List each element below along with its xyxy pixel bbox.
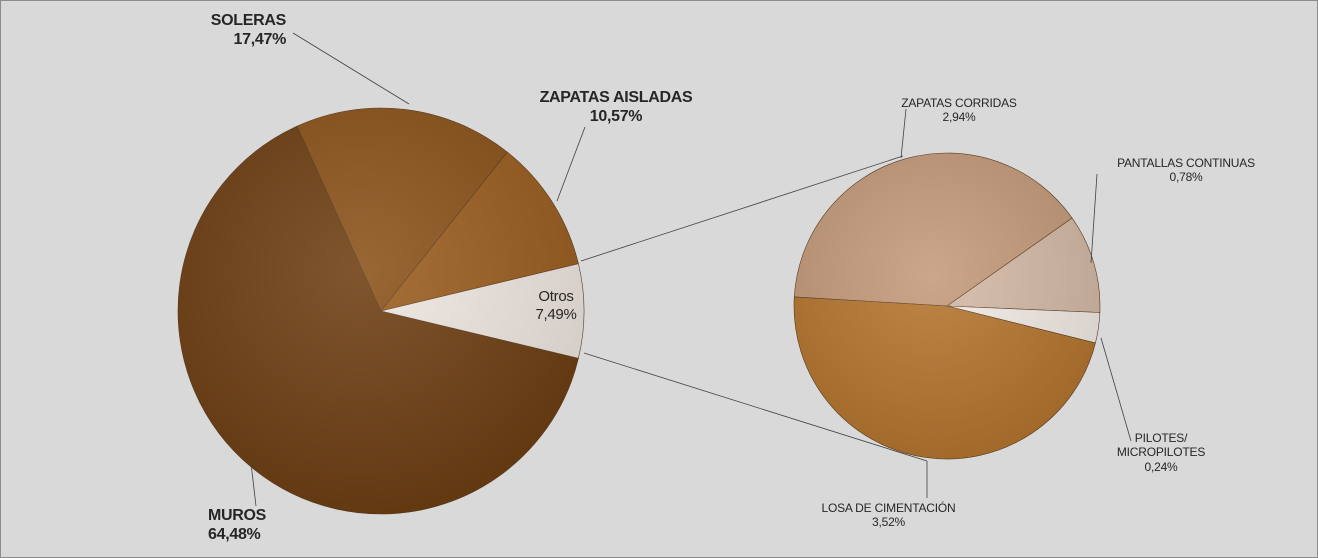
- value-label: 7,49%: [535, 306, 577, 323]
- value-label: 64,48%: [208, 526, 261, 544]
- category-label: Otros: [538, 288, 574, 305]
- data-label: ZAPATAS CORRIDAS 2,94%: [879, 96, 1039, 125]
- value-label: 0,24%: [1144, 459, 1178, 474]
- category-label: SOLERAS: [210, 12, 287, 29]
- data-label: LOSA DE CIMENTACIÓN 3,52%: [801, 501, 976, 530]
- value-label: 17,47%: [233, 31, 287, 49]
- data-label: PANTALLAS CONTINUAS 0,78%: [1101, 156, 1271, 185]
- category-label: PILOTES/ MICROPILOTES: [1116, 431, 1206, 460]
- data-label: MUROS 64,48%: [208, 506, 266, 544]
- leader-line: [292, 32, 410, 105]
- leader-line: [900, 108, 907, 159]
- category-label: MUROS: [208, 507, 267, 524]
- leader-line: [1100, 337, 1132, 442]
- leader-line: [556, 126, 586, 202]
- value-label: 0,78%: [1169, 170, 1203, 185]
- data-label: ZAPATAS AISLADAS 10,57%: [521, 88, 711, 126]
- category-label: PANTALLAS CONTINUAS: [1117, 156, 1255, 170]
- leader-line: [1090, 173, 1098, 264]
- category-label: LOSA DE CIMENTACIÓN: [821, 501, 956, 515]
- value-label: 3,52%: [871, 515, 906, 530]
- data-label: Otros 7,49%: [506, 288, 606, 324]
- category-label: ZAPATAS CORRIDAS: [901, 96, 1017, 110]
- data-label: PILOTES/ MICROPILOTES 0,24%: [1106, 431, 1216, 474]
- category-label: ZAPATAS AISLADAS: [539, 89, 693, 106]
- value-label: 2,94%: [942, 110, 976, 125]
- value-label: 10,57%: [589, 108, 643, 126]
- data-label: SOLERAS 17,47%: [151, 11, 287, 49]
